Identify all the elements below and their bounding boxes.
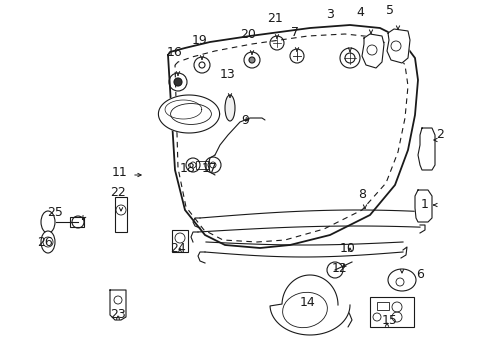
Circle shape	[248, 57, 254, 63]
Text: 8: 8	[357, 189, 365, 202]
Polygon shape	[269, 275, 349, 335]
Text: 11: 11	[112, 166, 128, 179]
Bar	[70, 217, 84, 227]
Bar	[423, 150, 429, 158]
Text: 26: 26	[37, 235, 53, 248]
Bar	[422, 135, 430, 147]
Text: 4: 4	[355, 5, 363, 18]
Bar	[196, 161, 208, 169]
Bar	[418, 196, 426, 206]
Text: 6: 6	[415, 269, 423, 282]
Text: 22: 22	[110, 185, 125, 198]
Text: 2: 2	[435, 129, 443, 141]
Text: 15: 15	[381, 314, 397, 327]
Polygon shape	[158, 95, 219, 133]
Ellipse shape	[387, 269, 415, 291]
Text: 18: 18	[180, 162, 196, 175]
Circle shape	[174, 78, 182, 86]
Text: 20: 20	[240, 28, 255, 41]
Bar	[376, 302, 388, 310]
Polygon shape	[110, 290, 126, 320]
Text: 16: 16	[167, 46, 183, 59]
Bar	[393, 274, 409, 286]
Polygon shape	[361, 34, 383, 68]
Text: 25: 25	[47, 206, 63, 219]
Bar	[172, 230, 187, 252]
Bar	[115, 197, 127, 232]
Text: 24: 24	[170, 242, 185, 255]
Ellipse shape	[41, 231, 55, 253]
Text: 7: 7	[290, 26, 298, 39]
Polygon shape	[414, 190, 431, 222]
Text: 3: 3	[325, 9, 333, 22]
Text: 10: 10	[339, 242, 355, 255]
Polygon shape	[386, 29, 409, 63]
Text: 9: 9	[241, 113, 248, 126]
Text: 13: 13	[220, 68, 235, 81]
Text: 14: 14	[300, 296, 315, 309]
Ellipse shape	[41, 211, 55, 233]
Text: 23: 23	[110, 309, 125, 321]
Text: 21: 21	[266, 12, 282, 24]
Text: 1: 1	[420, 198, 428, 211]
Text: 12: 12	[331, 261, 347, 274]
Text: 17: 17	[202, 162, 218, 175]
Polygon shape	[168, 25, 417, 248]
Bar	[369, 297, 413, 327]
Text: 19: 19	[192, 33, 207, 46]
Text: 5: 5	[385, 4, 393, 17]
Polygon shape	[417, 128, 434, 170]
Ellipse shape	[224, 95, 235, 121]
